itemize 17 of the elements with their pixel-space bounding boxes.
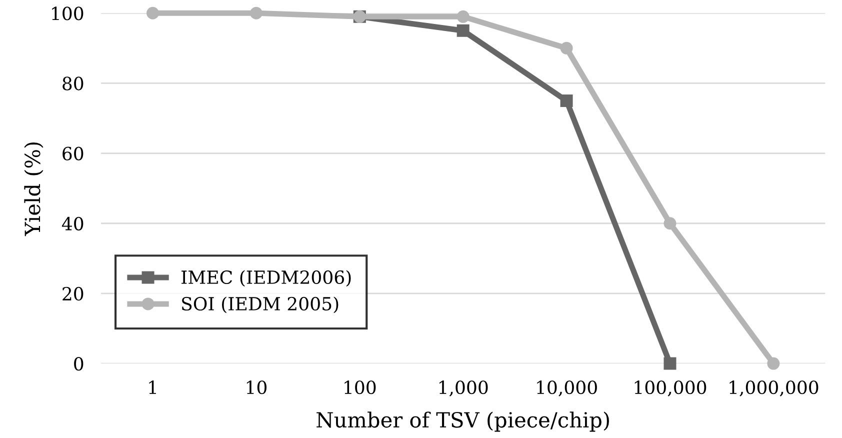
x-tick-label: 1 <box>149 380 156 394</box>
x-axis-title: Number of TSV (piece/chip) <box>316 412 609 432</box>
y-tick-label: 80 <box>62 76 84 90</box>
y-tick-label: 60 <box>62 146 84 160</box>
x-tick-label: 100,000 <box>634 380 706 396</box>
y-tick-label: 0 <box>74 357 84 371</box>
x-tick-label: 10,000 <box>537 380 597 396</box>
y-tick-label: 100 <box>52 6 84 20</box>
x-tick-label: 10 <box>246 380 266 394</box>
legend-label: IMEC (IEDM2006) <box>182 270 351 287</box>
x-tick-label: 1,000,000 <box>730 380 818 396</box>
y-axis-title: Yield (%) <box>24 142 44 236</box>
x-tick-label: 100 <box>344 380 376 394</box>
y-tick-label: 20 <box>62 286 84 301</box>
x-tick-label: 1,000 <box>439 380 488 396</box>
y-tick-label: 40 <box>62 216 84 230</box>
legend-label: SOI (IEDM 2005) <box>182 296 338 314</box>
